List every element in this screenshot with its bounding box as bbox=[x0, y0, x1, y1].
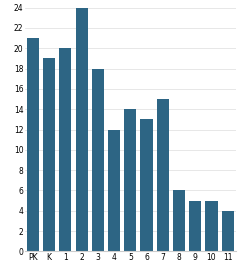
Bar bbox=[140, 119, 153, 251]
Bar bbox=[27, 38, 39, 251]
Bar bbox=[43, 58, 55, 251]
Bar bbox=[108, 130, 120, 251]
Bar bbox=[173, 191, 185, 251]
Bar bbox=[157, 99, 169, 251]
Bar bbox=[59, 48, 72, 251]
Bar bbox=[205, 201, 218, 251]
Bar bbox=[189, 201, 201, 251]
Bar bbox=[92, 69, 104, 251]
Bar bbox=[222, 211, 234, 251]
Bar bbox=[124, 109, 136, 251]
Bar bbox=[76, 8, 88, 251]
